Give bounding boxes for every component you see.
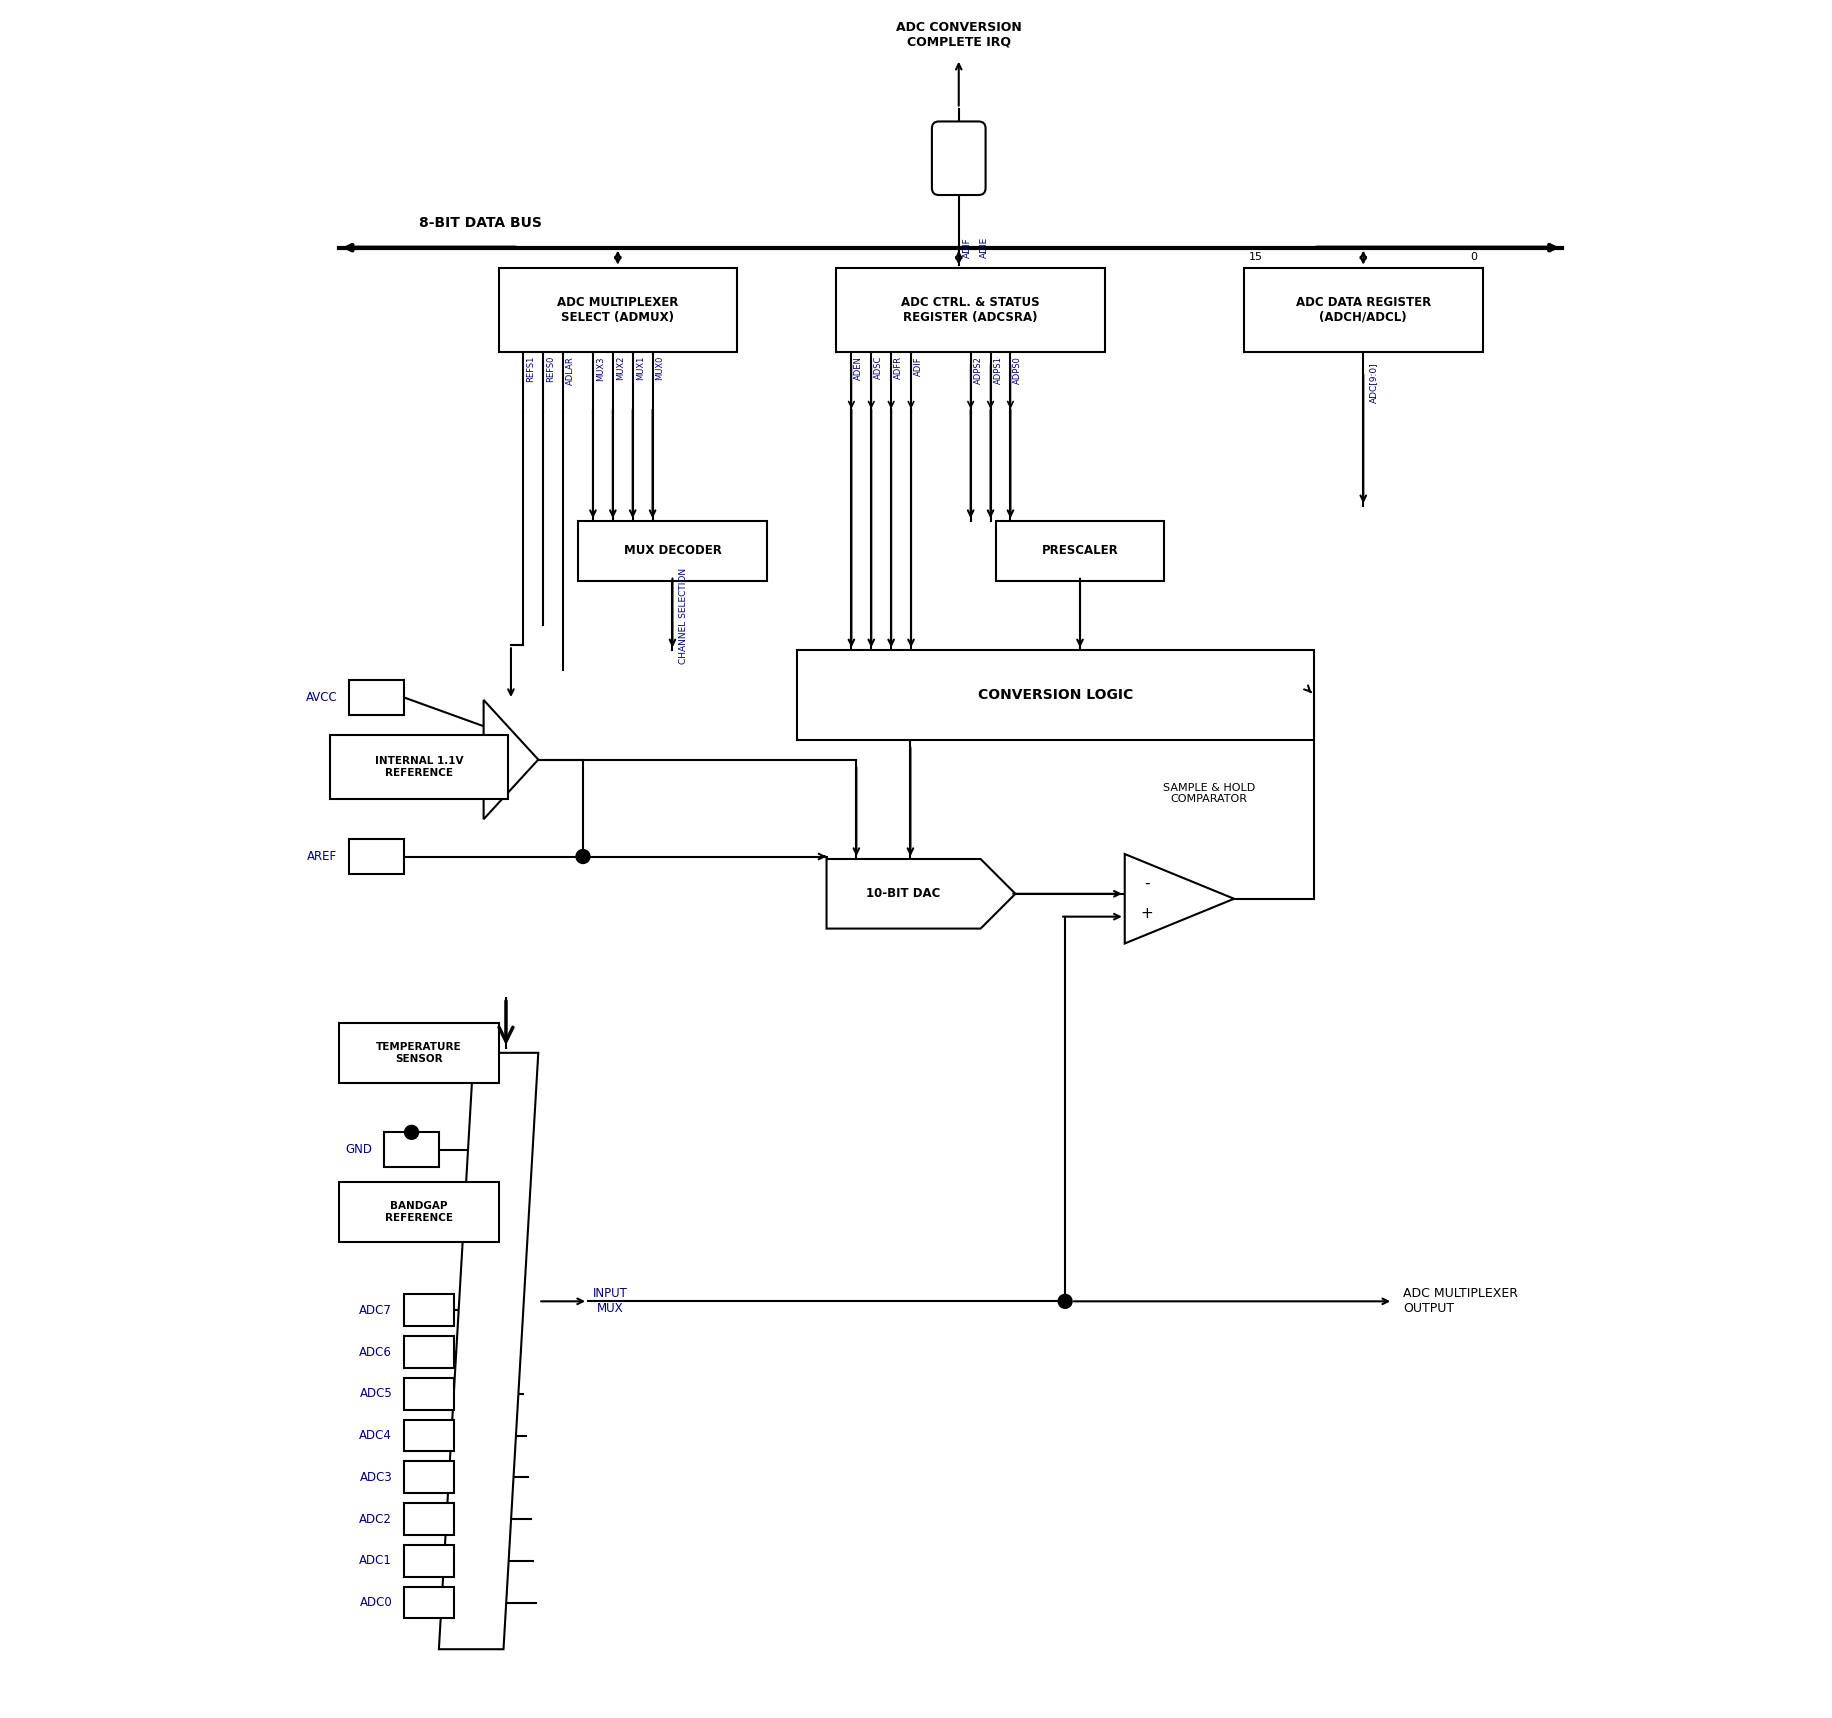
Text: ADC7: ADC7 <box>359 1304 392 1316</box>
Text: ADC6: ADC6 <box>359 1345 392 1359</box>
Text: 8-BIT DATA BUS: 8-BIT DATA BUS <box>420 216 542 230</box>
Text: ADC2: ADC2 <box>359 1512 392 1526</box>
Text: ADPS2: ADPS2 <box>973 356 982 383</box>
Text: -: - <box>1143 876 1149 892</box>
Text: ADIE: ADIE <box>980 237 989 258</box>
Text: ADC1: ADC1 <box>359 1555 392 1567</box>
Text: ADC MULTIPLEXER
OUTPUT: ADC MULTIPLEXER OUTPUT <box>1403 1287 1519 1316</box>
Text: ADC MULTIPLEXER
SELECT (ADMUX): ADC MULTIPLEXER SELECT (ADMUX) <box>557 295 678 323</box>
FancyBboxPatch shape <box>932 122 986 196</box>
Text: ADLAR: ADLAR <box>566 356 575 385</box>
Text: 15: 15 <box>1249 251 1262 261</box>
Bar <box>498 268 736 352</box>
Bar <box>339 1182 498 1242</box>
Text: 10-BIT DAC: 10-BIT DAC <box>867 886 942 900</box>
Polygon shape <box>440 1053 539 1649</box>
Bar <box>350 680 405 715</box>
Bar <box>995 521 1165 581</box>
Bar <box>1244 268 1482 352</box>
Text: MUX0: MUX0 <box>656 356 665 380</box>
Text: CONVERSION LOGIC: CONVERSION LOGIC <box>978 687 1132 703</box>
Bar <box>330 735 509 799</box>
Text: REFS1: REFS1 <box>526 356 535 383</box>
Circle shape <box>575 850 590 864</box>
Bar <box>837 268 1105 352</box>
Text: MUX3: MUX3 <box>595 356 605 381</box>
Text: ADC4: ADC4 <box>359 1429 392 1441</box>
Text: AVCC: AVCC <box>306 691 337 704</box>
Text: ADC5: ADC5 <box>359 1386 392 1400</box>
Bar <box>405 1378 454 1410</box>
Circle shape <box>405 1125 418 1139</box>
Text: TEMPERATURE
SENSOR: TEMPERATURE SENSOR <box>376 1043 462 1063</box>
Text: ADC DATA REGISTER
(ADCH/ADCL): ADC DATA REGISTER (ADCH/ADCL) <box>1295 295 1431 323</box>
Text: BANDGAP
REFERENCE: BANDGAP REFERENCE <box>385 1201 453 1223</box>
Text: ADC CTRL. & STATUS
REGISTER (ADCSRA): ADC CTRL. & STATUS REGISTER (ADCSRA) <box>901 295 1041 323</box>
Polygon shape <box>826 859 1015 929</box>
Text: PRESCALER: PRESCALER <box>1042 545 1118 557</box>
Text: ADC0: ADC0 <box>359 1596 392 1610</box>
Text: INPUT
MUX: INPUT MUX <box>594 1287 628 1316</box>
Text: ADC3: ADC3 <box>359 1471 392 1484</box>
Bar <box>405 1294 454 1326</box>
Bar <box>405 1419 454 1452</box>
Bar <box>405 1503 454 1534</box>
Text: ADC CONVERSION
COMPLETE IRQ: ADC CONVERSION COMPLETE IRQ <box>896 21 1022 48</box>
Bar <box>579 521 768 581</box>
Bar <box>405 1337 454 1368</box>
Bar <box>350 838 405 874</box>
Text: REFS0: REFS0 <box>546 356 555 383</box>
Bar <box>797 649 1314 740</box>
Text: SAMPLE & HOLD
COMPARATOR: SAMPLE & HOLD COMPARATOR <box>1163 783 1255 804</box>
Bar <box>405 1587 454 1618</box>
Text: GND: GND <box>344 1142 372 1156</box>
Text: MUX DECODER: MUX DECODER <box>623 545 722 557</box>
Text: 0: 0 <box>1471 251 1478 261</box>
Text: MUX2: MUX2 <box>616 356 625 380</box>
Text: CHANNEL SELECTION: CHANNEL SELECTION <box>680 567 689 663</box>
Text: ADFR: ADFR <box>894 356 903 380</box>
Text: AREF: AREF <box>308 850 337 862</box>
Text: ADSC: ADSC <box>874 356 883 380</box>
Text: ADPS0: ADPS0 <box>1013 356 1022 383</box>
Text: ADEN: ADEN <box>854 356 863 380</box>
Bar <box>405 1462 454 1493</box>
Polygon shape <box>484 699 539 819</box>
Bar <box>405 1544 454 1577</box>
Text: ADC[9:0]: ADC[9:0] <box>1369 362 1378 402</box>
Text: +: + <box>1140 907 1152 921</box>
Text: INTERNAL 1.1V
REFERENCE: INTERNAL 1.1V REFERENCE <box>376 756 463 778</box>
Text: ADIF: ADIF <box>914 356 923 376</box>
Polygon shape <box>1125 854 1235 943</box>
Circle shape <box>1059 1294 1072 1309</box>
Text: MUX1: MUX1 <box>636 356 645 380</box>
Text: ADPS1: ADPS1 <box>993 356 1002 383</box>
Bar <box>385 1132 440 1167</box>
Bar <box>339 1022 498 1082</box>
Text: ADIF: ADIF <box>964 237 971 258</box>
